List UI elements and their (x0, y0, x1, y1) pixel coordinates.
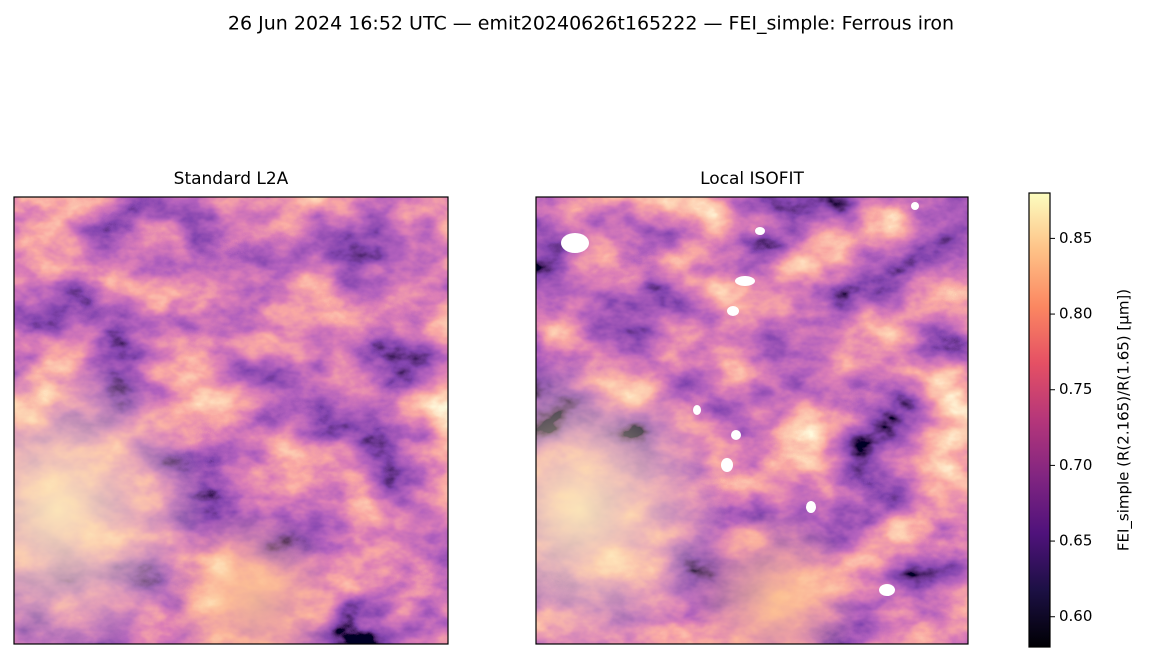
panel: Local ISOFIT (535, 169, 969, 645)
image-overlay (14, 197, 448, 644)
tick-label: 0.75 (1059, 380, 1092, 398)
tick-label: 0.60 (1059, 607, 1092, 625)
frame (535, 196, 969, 645)
tick-label: 0.80 (1059, 305, 1092, 323)
figure-title: 26 Jun 2024 16:52 UTC — emit20240626t165… (228, 13, 954, 35)
panel-title: Standard L2A (174, 169, 289, 189)
frame (13, 196, 449, 645)
tick-label: 0.85 (1059, 229, 1092, 247)
masked-pixels (561, 202, 919, 596)
colorbar-fill (1029, 193, 1050, 647)
colorbar: FEI_simple (R(2.165)/R(1.65) [µm]) 0.60 0… (1028, 192, 1134, 648)
tick-label: 0.65 (1059, 532, 1092, 550)
colorbar-frame (1028, 192, 1051, 648)
panel: Standard L2A (13, 169, 449, 645)
panel-title: Local ISOFIT (700, 169, 804, 189)
colorbar-label: FEI_simple (R(2.165)/R(1.65) [µm]) (1115, 289, 1134, 551)
tick-label: 0.70 (1059, 456, 1092, 474)
image-overlay (536, 197, 968, 644)
